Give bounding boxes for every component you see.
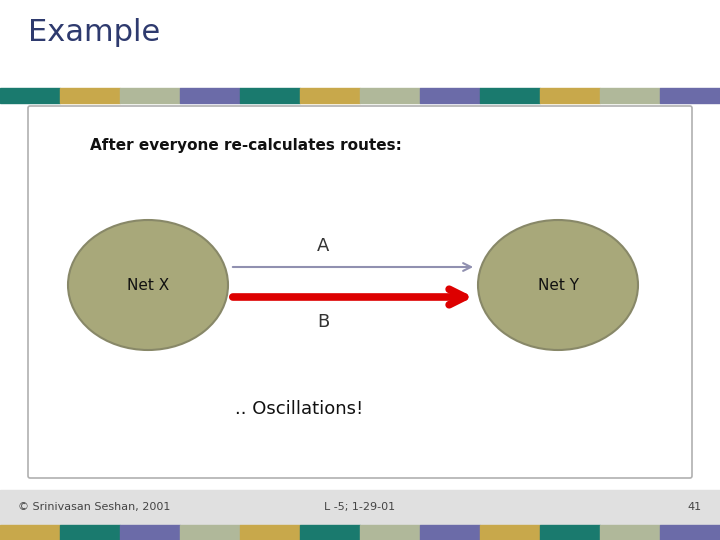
Text: 41: 41 [688, 502, 702, 512]
Bar [240, 525, 300, 540]
Bar [360, 88, 420, 103]
Bar [180, 525, 240, 540]
Bar [60, 525, 120, 540]
Text: © Srinivasan Seshan, 2001: © Srinivasan Seshan, 2001 [18, 502, 171, 512]
Bar [600, 88, 660, 103]
Bar [120, 525, 180, 540]
Text: After everyone re-calculates routes:: After everyone re-calculates routes: [90, 138, 402, 153]
Text: B: B [317, 313, 329, 331]
Text: Example: Example [28, 18, 161, 47]
Bar [540, 525, 600, 540]
Bar [600, 525, 660, 540]
Bar [240, 88, 300, 103]
Bar [420, 88, 480, 103]
Bar [120, 88, 180, 103]
Text: L -5; 1-29-01: L -5; 1-29-01 [325, 502, 395, 512]
Bar [60, 88, 120, 103]
Bar [420, 525, 480, 540]
Bar [0, 525, 60, 540]
Bar [660, 525, 720, 540]
Bar [360, 525, 420, 540]
Bar [480, 88, 540, 103]
Bar [660, 88, 720, 103]
FancyBboxPatch shape [28, 106, 692, 478]
Ellipse shape [68, 220, 228, 350]
Ellipse shape [478, 220, 638, 350]
Bar [540, 88, 600, 103]
Bar [0, 88, 60, 103]
Bar [300, 525, 360, 540]
Bar [0, 490, 720, 525]
Text: .. Oscillations!: .. Oscillations! [235, 400, 364, 418]
Bar [480, 525, 540, 540]
Bar [180, 88, 240, 103]
Text: Net X: Net X [127, 278, 169, 293]
Text: Net Y: Net Y [538, 278, 578, 293]
Text: A: A [317, 237, 329, 255]
Bar [300, 88, 360, 103]
